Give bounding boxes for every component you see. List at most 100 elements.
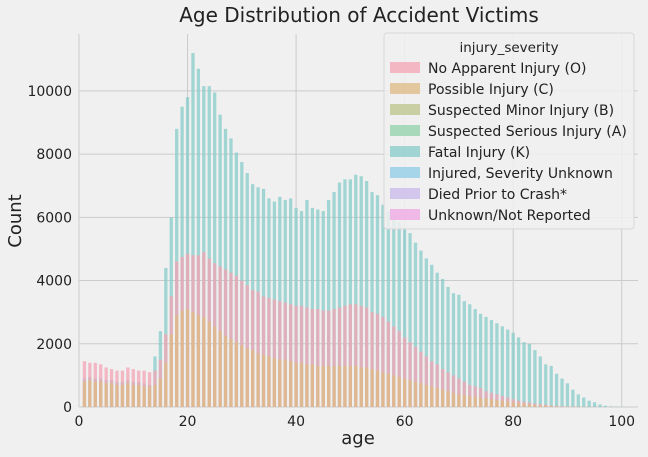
bar-possible-injury-c — [528, 404, 531, 407]
legend-swatch — [390, 104, 420, 115]
bar-possible-injury-c — [278, 360, 281, 407]
bar-possible-injury-c — [305, 364, 308, 407]
bar-possible-injury-c — [468, 396, 471, 407]
bar-possible-injury-c — [224, 336, 227, 407]
bar-possible-injury-c — [132, 385, 135, 407]
legend-label: No Apparent Injury (O) — [428, 61, 587, 77]
x-tick-label: 100 — [608, 414, 635, 430]
bar-possible-injury-c — [452, 393, 455, 407]
legend-label: Suspected Minor Injury (B) — [428, 103, 614, 119]
bar-possible-injury-c — [300, 363, 303, 407]
bar-possible-injury-c — [213, 326, 216, 407]
bar-possible-injury-c — [229, 339, 232, 407]
bar-possible-injury-c — [327, 366, 330, 407]
bar-fatal-injury-k — [501, 326, 504, 407]
bar-possible-injury-c — [83, 382, 86, 407]
y-tick-label: 4000 — [36, 274, 72, 290]
legend-title: injury_severity — [459, 40, 558, 56]
bar-fatal-injury-k — [609, 406, 612, 407]
bar-possible-injury-c — [332, 366, 335, 407]
bar-fatal-injury-k — [560, 379, 563, 407]
bar-possible-injury-c — [105, 383, 108, 407]
bar-possible-injury-c — [191, 312, 194, 407]
bar-possible-injury-c — [343, 366, 346, 407]
bar-possible-injury-c — [186, 309, 189, 407]
bar-possible-injury-c — [463, 395, 466, 407]
y-tick-label: 0 — [63, 400, 72, 416]
y-axis-label: Count — [5, 194, 26, 247]
bar-possible-injury-c — [517, 403, 520, 407]
bar-fatal-injury-k — [588, 401, 591, 407]
bar-possible-injury-c — [430, 386, 433, 407]
bar-possible-injury-c — [544, 406, 547, 407]
y-tick-label: 6000 — [36, 210, 72, 226]
bar-possible-injury-c — [180, 311, 183, 407]
bar-possible-injury-c — [94, 382, 97, 407]
bar-possible-injury-c — [126, 383, 129, 407]
bar-fatal-injury-k — [506, 330, 509, 407]
bar-possible-injury-c — [170, 334, 173, 407]
bar-possible-injury-c — [370, 369, 373, 407]
bar-possible-injury-c — [550, 406, 553, 407]
bar-possible-injury-c — [555, 406, 558, 407]
bar-possible-injury-c — [148, 386, 151, 407]
bar-possible-injury-c — [408, 380, 411, 407]
x-tick-label: 80 — [504, 414, 522, 430]
chart-title: Age Distribution of Accident Victims — [179, 3, 539, 27]
bar-possible-injury-c — [246, 349, 249, 407]
bar-possible-injury-c — [256, 353, 259, 407]
bar-possible-injury-c — [419, 383, 422, 407]
bar-possible-injury-c — [311, 364, 314, 407]
bar-possible-injury-c — [294, 363, 297, 407]
bar-possible-injury-c — [512, 402, 515, 407]
legend-label: Unknown/Not Reported — [428, 208, 591, 224]
bar-possible-injury-c — [202, 317, 205, 407]
bar-possible-injury-c — [284, 360, 287, 407]
bar-possible-injury-c — [349, 366, 352, 407]
bar-possible-injury-c — [110, 383, 113, 407]
bar-possible-injury-c — [354, 366, 357, 407]
bar-possible-injury-c — [392, 375, 395, 407]
bar-fatal-injury-k — [528, 344, 531, 407]
bar-possible-injury-c — [251, 350, 254, 407]
bar-fatal-injury-k — [550, 366, 553, 407]
legend-swatch — [390, 62, 420, 73]
bar-fatal-injury-k — [598, 404, 601, 407]
legend-label: Suspected Serious Injury (A) — [428, 124, 627, 140]
bar-possible-injury-c — [143, 386, 146, 407]
bar-possible-injury-c — [267, 356, 270, 407]
bar-possible-injury-c — [501, 401, 504, 407]
bar-possible-injury-c — [522, 404, 525, 407]
bar-possible-injury-c — [218, 331, 221, 407]
bar-possible-injury-c — [121, 385, 124, 407]
bar-possible-injury-c — [197, 315, 200, 407]
x-axis-label: age — [341, 428, 375, 449]
bar-possible-injury-c — [539, 405, 542, 407]
bar-possible-injury-c — [533, 405, 536, 407]
y-tick-label: 10000 — [27, 84, 72, 100]
bar-possible-injury-c — [235, 342, 238, 407]
bar-possible-injury-c — [381, 372, 384, 407]
bar-possible-injury-c — [474, 397, 477, 407]
legend-swatch — [390, 209, 420, 220]
bar-possible-injury-c — [240, 345, 243, 407]
bar-possible-injury-c — [506, 401, 509, 407]
x-tick-label: 20 — [179, 414, 197, 430]
legend-label: Injured, Severity Unknown — [428, 166, 613, 182]
bar-fatal-injury-k — [593, 402, 596, 407]
legend-swatch — [390, 146, 420, 157]
bar-possible-injury-c — [322, 366, 325, 407]
bar-possible-injury-c — [99, 382, 102, 407]
legend: injury_severity No Apparent Injury (O)Po… — [384, 33, 634, 229]
bar-fatal-injury-k — [604, 406, 607, 407]
bar-fatal-injury-k — [566, 383, 569, 407]
x-tick-label: 40 — [287, 414, 305, 430]
bar-fatal-injury-k — [517, 337, 520, 407]
bar-possible-injury-c — [273, 358, 276, 407]
bar-possible-injury-c — [115, 385, 118, 407]
bar-possible-injury-c — [338, 366, 341, 407]
bar-possible-injury-c — [441, 390, 444, 407]
bar-possible-injury-c — [208, 322, 211, 407]
y-tick-label: 2000 — [36, 337, 72, 353]
